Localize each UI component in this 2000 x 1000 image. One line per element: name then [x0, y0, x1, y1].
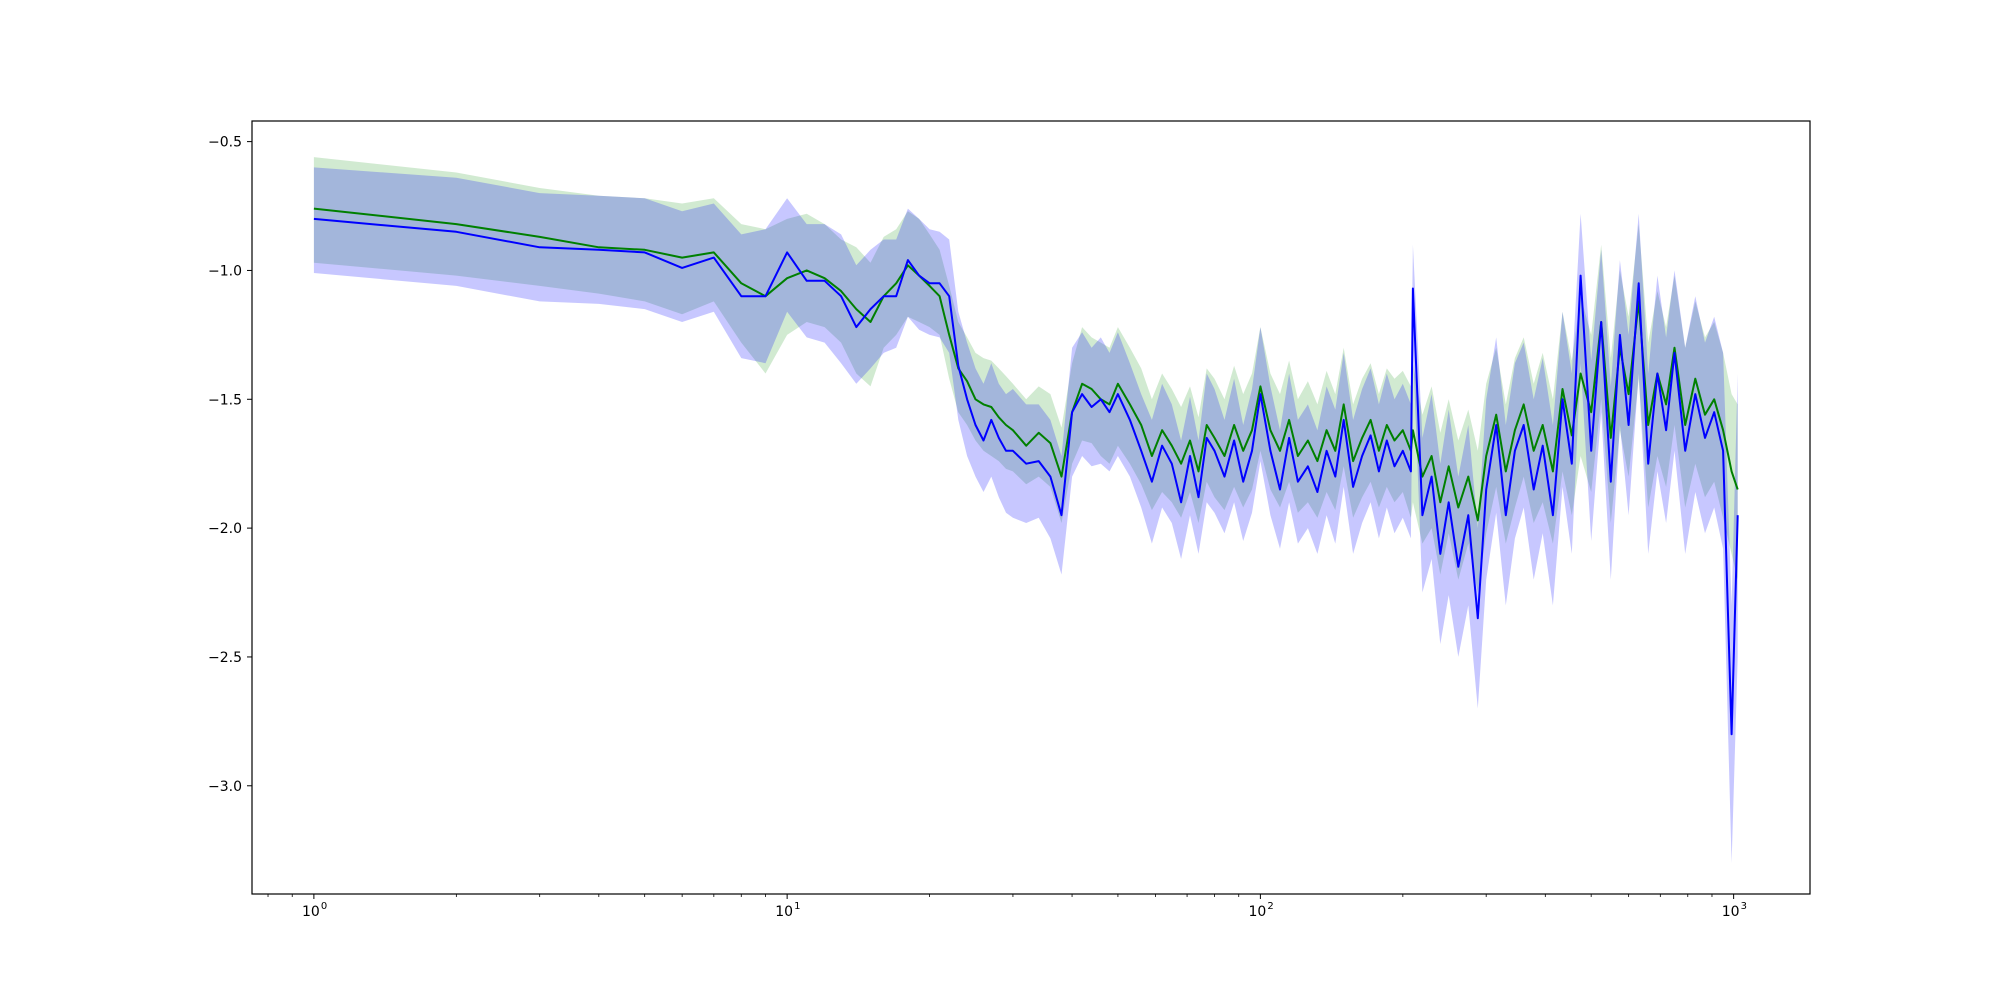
y-tick-label: −3.0 — [208, 779, 242, 795]
plot-frame — [251, 120, 1811, 895]
series-2-line — [313, 217, 1739, 736]
y-tick-label: −0.5 — [208, 135, 242, 151]
x-tick-label: 10 — [302, 904, 320, 920]
x-tick-exponent: 3 — [1741, 901, 1747, 912]
confidence-bands — [313, 157, 1738, 864]
series-lines — [313, 207, 1739, 736]
y-tick-label: −1.5 — [208, 392, 242, 408]
x-tick-exponent: 2 — [1267, 901, 1273, 912]
y-tick-label: −1.0 — [208, 263, 242, 279]
x-axis: 10 0 10 1 10 2 10 3 — [267, 894, 1747, 920]
y-axis: −0.5 −1.0 −1.5 −2.0 −2.5 −3.0 — [208, 135, 252, 795]
series-1-band — [313, 157, 1738, 593]
y-tick-label: −2.5 — [208, 650, 242, 666]
x-tick-label: 10 — [1248, 904, 1266, 920]
x-tick-exponent: 1 — [794, 901, 800, 912]
x-tick-label: 10 — [1722, 904, 1740, 920]
y-tick-label: −2.0 — [208, 521, 242, 537]
x-tick-exponent: 0 — [321, 901, 327, 912]
series-2-band — [313, 167, 1738, 864]
x-tick-label: 10 — [775, 904, 793, 920]
